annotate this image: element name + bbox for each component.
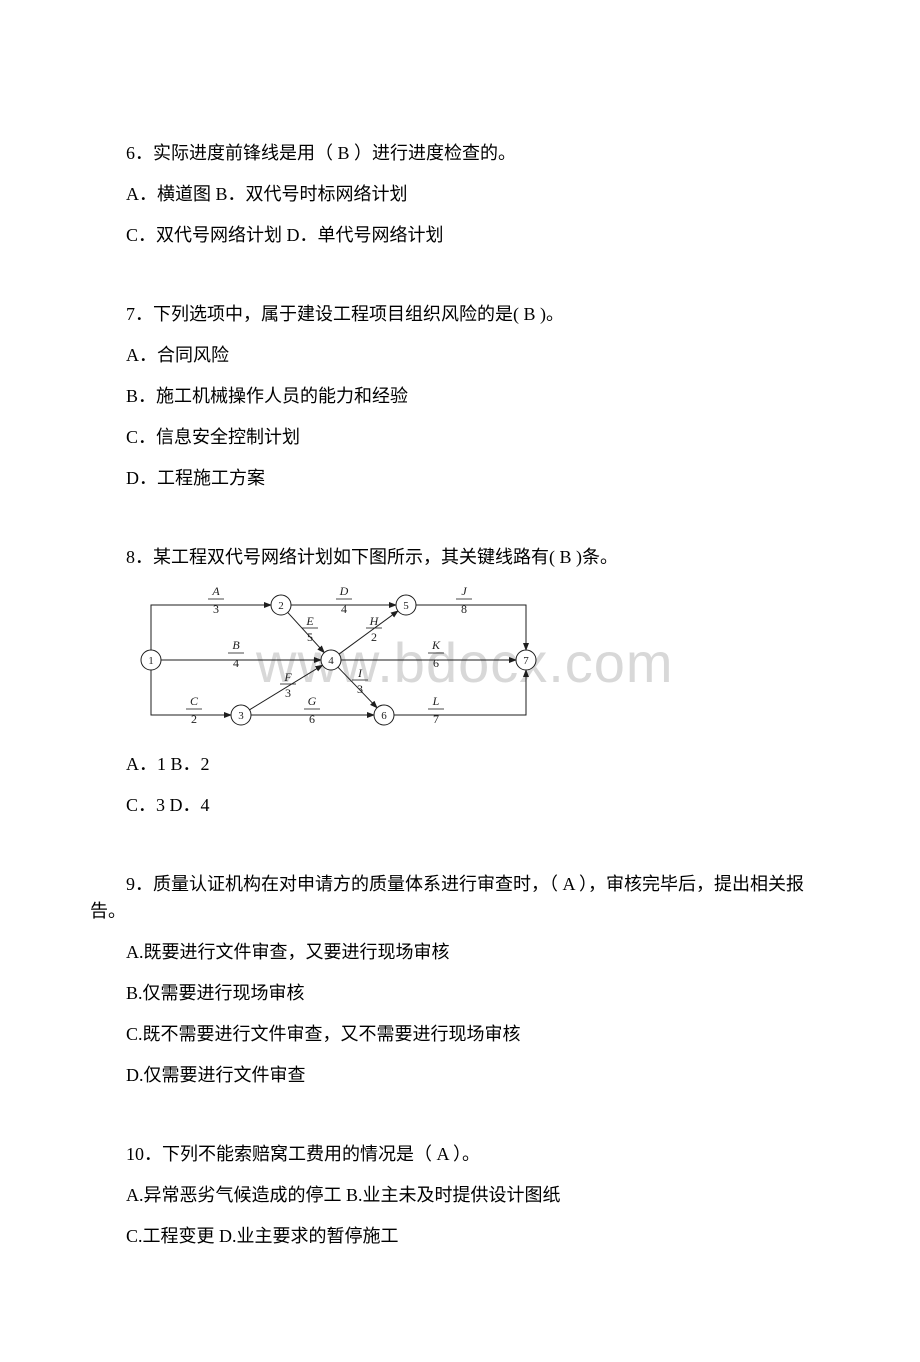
q7-option-a: A．合同风险 xyxy=(90,342,830,369)
svg-text:2: 2 xyxy=(191,712,197,726)
svg-text:2: 2 xyxy=(371,630,377,644)
svg-text:2: 2 xyxy=(278,600,284,612)
svg-text:4: 4 xyxy=(328,655,334,667)
svg-text:3: 3 xyxy=(285,686,291,700)
svg-text:D: D xyxy=(339,585,349,598)
svg-text:5: 5 xyxy=(307,630,313,644)
q7-option-c: C．信息安全控制计划 xyxy=(90,424,830,451)
q9-option-c: C.既不需要进行文件审查，又不需要进行现场审核 xyxy=(90,1021,830,1048)
svg-text:7: 7 xyxy=(523,655,529,667)
q7-option-b: B．施工机械操作人员的能力和经验 xyxy=(90,383,830,410)
svg-text:3: 3 xyxy=(213,602,219,616)
svg-text:L: L xyxy=(432,694,440,708)
network-diagram-svg: A 3 B 4 C 2 D 4 E 5 F 3 G 6 H 2 I 3 J 8 K 6 L 7 1 2 3 4 5 6 7 xyxy=(126,585,556,735)
svg-text:I: I xyxy=(357,666,363,680)
svg-text:4: 4 xyxy=(341,602,347,616)
q6-options-row-2: C．双代号网络计划 D．单代号网络计划 xyxy=(90,222,830,249)
svg-text:6: 6 xyxy=(433,656,439,670)
question-9: 9．质量认证机构在对申请方的质量体系进行审查时，（ A ），审核完毕后，提出相关… xyxy=(90,871,830,1089)
svg-text:8: 8 xyxy=(461,602,467,616)
svg-text:5: 5 xyxy=(403,600,409,612)
q8-options-row-1: A．1 B．2 xyxy=(90,751,830,778)
svg-text:H: H xyxy=(369,614,380,628)
q9-option-d: D.仅需要进行文件审查 xyxy=(90,1062,830,1089)
q7-stem: 7．下列选项中，属于建设工程项目组织风险的是( B )。 xyxy=(90,301,830,328)
svg-text:E: E xyxy=(305,614,314,628)
question-7: 7．下列选项中，属于建设工程项目组织风险的是( B )。 A．合同风险 B．施工… xyxy=(90,301,830,492)
q6-options-row-1: A．横道图 B．双代号时标网络计划 xyxy=(90,181,830,208)
q9-option-a: A.既要进行文件审查，又要进行现场审核 xyxy=(90,939,830,966)
svg-text:K: K xyxy=(431,638,441,652)
svg-text:C: C xyxy=(190,694,199,708)
svg-text:7: 7 xyxy=(433,712,439,726)
svg-text:4: 4 xyxy=(233,656,239,670)
svg-text:3: 3 xyxy=(238,710,244,722)
svg-text:B: B xyxy=(232,638,240,652)
svg-text:G: G xyxy=(308,694,317,708)
svg-text:F: F xyxy=(283,670,292,684)
q9-stem: 9．质量认证机构在对申请方的质量体系进行审查时，（ A ），审核完毕后，提出相关… xyxy=(90,871,830,925)
question-6: 6．实际进度前锋线是用（ B ）进行进度检查的。 A．横道图 B．双代号时标网络… xyxy=(90,140,830,249)
q7-option-d: D．工程施工方案 xyxy=(90,465,830,492)
q10-options-row-2: C.工程变更 D.业主要求的暂停施工 xyxy=(90,1223,830,1250)
svg-text:6: 6 xyxy=(309,712,315,726)
svg-text:J: J xyxy=(461,585,467,598)
q10-stem: 10．下列不能索赔窝工费用的情况是（ A ）。 xyxy=(90,1141,830,1168)
question-8: 8．某工程双代号网络计划如下图所示，其关键线路有( B )条。 www.bdoc… xyxy=(90,544,830,819)
q6-stem: 6．实际进度前锋线是用（ B ）进行进度检查的。 xyxy=(90,140,830,167)
q9-option-b: B.仅需要进行现场审核 xyxy=(90,980,830,1007)
q8-stem: 8．某工程双代号网络计划如下图所示，其关键线路有( B )条。 xyxy=(90,544,830,571)
question-10: 10．下列不能索赔窝工费用的情况是（ A ）。 A.异常恶劣气候造成的停工 B.… xyxy=(90,1141,830,1250)
q10-options-row-1: A.异常恶劣气候造成的停工 B.业主未及时提供设计图纸 xyxy=(90,1182,830,1209)
svg-text:1: 1 xyxy=(148,655,154,667)
svg-text:6: 6 xyxy=(381,710,387,722)
q8-options-row-2: C．3 D．4 xyxy=(90,792,830,819)
svg-text:A: A xyxy=(211,585,220,598)
svg-text:3: 3 xyxy=(357,682,363,696)
q8-diagram: www.bdocx.com A3B4C2D4E5F3G6H2I3J8K6L712… xyxy=(126,585,656,743)
